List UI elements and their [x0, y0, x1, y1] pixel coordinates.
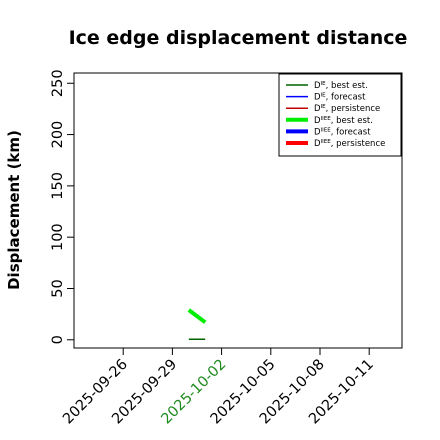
- y-axis: 0 50 100 150 200 250: [50, 69, 74, 344]
- x-axis: 2025-09-262025-09-292025-10-022025-10-05…: [60, 348, 377, 427]
- y-axis-label: Displacement (km): [5, 130, 23, 290]
- y-tick-label: 200: [50, 121, 66, 149]
- legend-label: DIIEE, best est.: [314, 116, 373, 126]
- legend-label: DIIEE, persistence: [314, 139, 385, 149]
- y-tick-label: 0: [50, 335, 66, 344]
- series-layer: [187, 308, 207, 340]
- y-tick-label: 250: [50, 69, 66, 97]
- y-tick-label: 50: [50, 279, 66, 297]
- legend-label: DIE, persistence: [314, 104, 380, 114]
- plot-area: [73, 72, 403, 349]
- legend-label: DIE, forecast: [314, 93, 366, 103]
- chart-title: Ice edge displacement distance: [69, 27, 408, 49]
- legend-label: DIIEE, forecast: [314, 127, 371, 137]
- y-tick-label: 150: [50, 172, 66, 200]
- legend-label: DIE, best est.: [314, 81, 368, 91]
- y-tick-label: 100: [50, 223, 66, 251]
- series-line: [187, 308, 207, 324]
